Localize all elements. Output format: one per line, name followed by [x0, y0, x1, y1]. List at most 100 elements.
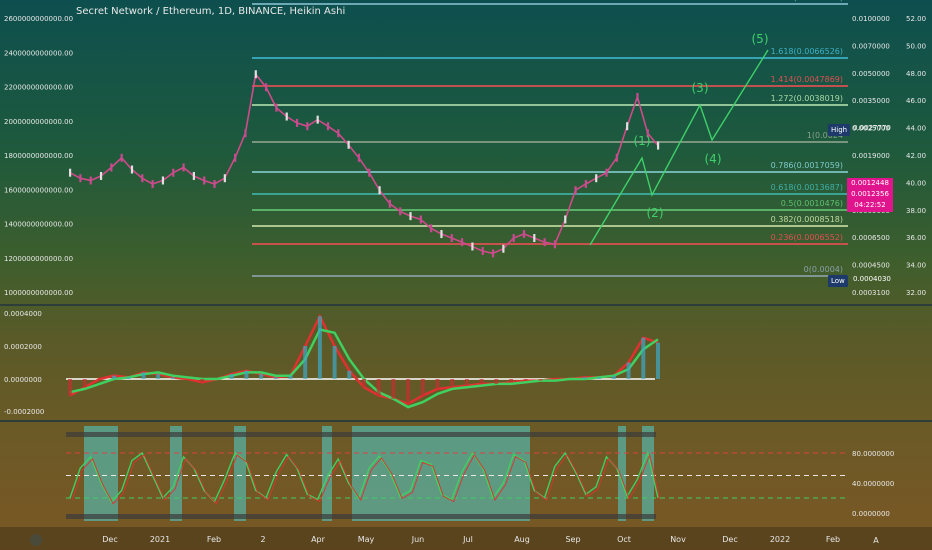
far-right-axis-tick: 52.00: [906, 15, 926, 23]
macd-histogram-bar: [494, 379, 499, 384]
candle: [161, 176, 165, 185]
fib-level-label: 0.786(0.0017059): [771, 161, 843, 170]
candle: [265, 83, 268, 92]
time-axis-tick: Aug: [514, 535, 530, 544]
far-right-axis-tick: 36.00: [906, 234, 926, 242]
candle: [430, 224, 433, 233]
candle: [450, 234, 453, 243]
osc-axis-tick: 40.0000000: [852, 480, 894, 488]
price-series-line: [69, 72, 659, 255]
macd-series-line: [69, 328, 659, 409]
candle: [295, 118, 299, 127]
macd-histogram-bar: [582, 377, 587, 379]
candle: [120, 153, 123, 162]
left-axis-tick: 1400000000000.00: [4, 221, 73, 229]
wave-label: (3): [692, 81, 709, 95]
macd-histogram-bar: [317, 316, 322, 379]
macd-histogram-bar: [391, 379, 396, 399]
far-right-axis-tick: 34.00: [906, 262, 926, 270]
time-axis-tick: 2022: [770, 535, 790, 544]
far-right-axis-tick: 32.00: [906, 289, 926, 297]
osc-signal-band: [618, 426, 626, 521]
fib-level-label: 0.5(0.0010476): [781, 199, 843, 208]
left-axis-tick: 1600000000000.00: [4, 186, 73, 194]
macd-histogram-bar: [112, 375, 117, 379]
left-axis-tick: 2400000000000.00: [4, 49, 73, 57]
candle: [502, 244, 505, 253]
time-axis-tick: Feb: [207, 535, 221, 544]
time-axis-tick: Sep: [565, 535, 580, 544]
osc-signal-band: [84, 426, 118, 521]
candle: [481, 247, 484, 256]
macd-axis-tick: -0.0002000: [4, 408, 44, 416]
candle: [306, 122, 309, 131]
macd-histogram-bar: [611, 375, 616, 379]
left-axis-tick: 1800000000000.00: [4, 152, 73, 160]
far-right-axis-tick: 40.00: [906, 179, 926, 187]
time-axis-tick: Apr: [311, 535, 326, 544]
macd-axis-tick: 0.0000000: [4, 376, 42, 384]
macd-histogram-bar: [156, 374, 161, 379]
macd-histogram-bar: [464, 379, 469, 386]
macd-histogram-bar: [126, 377, 131, 379]
candle: [388, 199, 391, 208]
left-axis-tick: 2600000000000.00: [4, 15, 73, 23]
osc-signal-band: [642, 426, 654, 521]
high-tag: High: [828, 124, 851, 136]
gear-icon: [30, 534, 42, 546]
time-axis-tick: Oct: [617, 535, 631, 544]
macd-histogram-bar: [273, 377, 278, 379]
osc-axis-tick: 0.0000000: [852, 510, 890, 518]
right-axis-tick: 0.0004500: [852, 262, 890, 270]
candle: [440, 230, 443, 239]
left-axis-tick: 2000000000000.00: [4, 118, 73, 126]
macd-histogram-bar: [303, 346, 308, 379]
candle: [626, 122, 629, 131]
candle: [378, 186, 381, 195]
chart-title: Secret Network / Ethereum, 1D, BINANCE, …: [76, 6, 346, 17]
candle: [564, 215, 567, 224]
current-price-1: 0.0012448: [851, 179, 889, 187]
candle: [89, 176, 92, 185]
candle: [326, 122, 330, 131]
fib-level-label: 1.414(0.0047869): [771, 75, 843, 84]
time-axis-tick: 2: [260, 535, 265, 544]
candle: [543, 238, 546, 247]
far-right-axis-tick: 46.00: [906, 97, 926, 105]
macd-histogram-bar: [641, 337, 646, 379]
macd-histogram-bar: [244, 370, 249, 379]
left-axis-tick: 1000000000000.00: [4, 289, 73, 297]
right-axis-tick: 0.0100000: [852, 15, 890, 23]
wave-label: (4): [705, 152, 722, 166]
candle: [203, 176, 206, 185]
candle: [368, 168, 371, 177]
macd-histogram-bar: [538, 379, 543, 381]
right-axis-tick: 0.0035000: [852, 97, 890, 105]
candle: [461, 238, 464, 247]
right-axis-tick: 0.0019000: [852, 152, 890, 160]
macd-histogram-bar: [597, 377, 602, 379]
candle: [275, 103, 278, 112]
candle: [512, 234, 515, 243]
candle: [141, 174, 144, 183]
wave-label: (5): [752, 32, 769, 46]
time-axis-tick: Nov: [670, 535, 686, 544]
fib-level-label: 1.618(0.0066526): [771, 47, 843, 56]
candle: [172, 168, 175, 177]
wave-label: (1): [634, 134, 651, 148]
low-tag-label: Low: [831, 277, 845, 285]
far-right-axis-tick: 38.00: [906, 207, 926, 215]
osc-top-strip: [66, 432, 656, 437]
macd-axis-tick: 0.0004000: [4, 310, 42, 318]
fib-level-label: 0(0.0004): [804, 265, 843, 274]
macd-histogram-bar: [288, 375, 293, 379]
osc-signal-line: [71, 453, 661, 505]
auto-scale-button: A: [873, 536, 879, 545]
candle: [337, 129, 340, 138]
candle: [316, 115, 319, 124]
macd-histogram-bar: [479, 379, 484, 384]
osc-signal-band: [352, 426, 530, 521]
fib-level-label: 0.382(0.0008518): [771, 215, 843, 224]
